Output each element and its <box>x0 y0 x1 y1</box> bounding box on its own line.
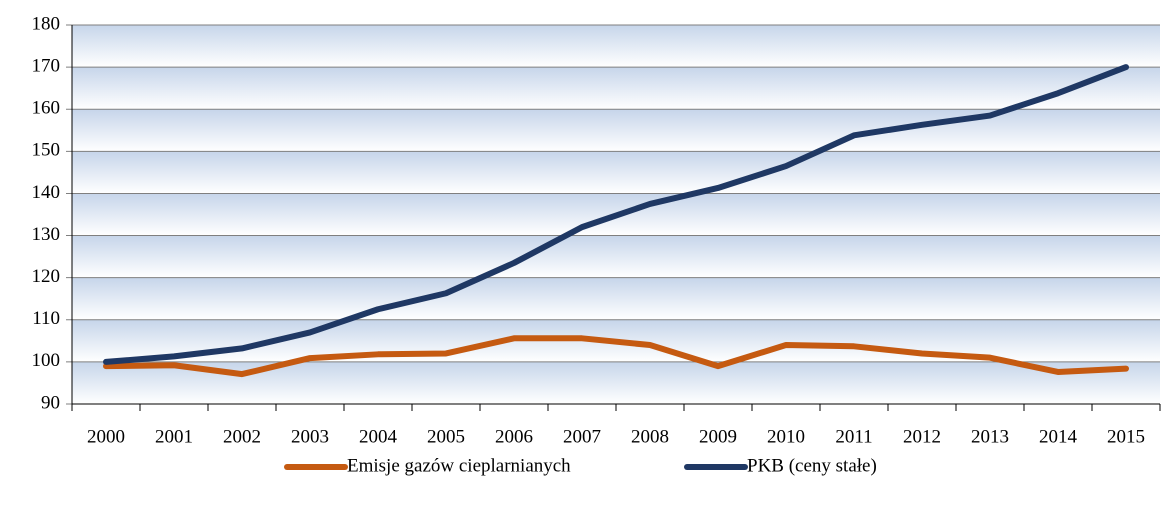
plot-band <box>72 235 1160 278</box>
x-tick-label: 2006 <box>495 426 533 447</box>
x-tick-label: 2015 <box>1107 426 1145 447</box>
plot-band <box>72 25 1160 68</box>
plot-band <box>72 277 1160 320</box>
plot-band <box>72 361 1160 404</box>
x-tick-label: 2000 <box>87 426 125 447</box>
x-tick-label: 2005 <box>427 426 465 447</box>
y-tick-label: 90 <box>41 392 60 413</box>
y-tick-label: 140 <box>32 182 61 203</box>
x-tick-label: 2004 <box>359 426 398 447</box>
x-tick-label: 2011 <box>835 426 872 447</box>
plot-band <box>72 67 1160 110</box>
plot-band <box>72 151 1160 194</box>
y-tick-label: 160 <box>32 98 61 119</box>
y-tick-label: 180 <box>32 13 61 34</box>
legend-label: PKB (ceny stałe) <box>747 455 877 476</box>
y-tick-label: 170 <box>32 55 61 76</box>
x-tick-label: 2002 <box>223 426 261 447</box>
x-tick-label: 2009 <box>699 426 737 447</box>
x-tick-label: 2014 <box>1039 426 1078 447</box>
y-tick-label: 130 <box>32 224 61 245</box>
y-tick-label: 150 <box>32 140 61 161</box>
y-tick-label: 100 <box>32 350 61 371</box>
x-tick-label: 2012 <box>903 426 941 447</box>
x-tick-label: 2008 <box>631 426 669 447</box>
x-tick-label: 2001 <box>155 426 193 447</box>
legend-label: Emisje gazów cieplarnianych <box>347 455 571 476</box>
line-series <box>103 335 1129 378</box>
x-tick-label: 2007 <box>563 426 601 447</box>
x-tick-label: 2010 <box>767 426 805 447</box>
y-tick-label: 120 <box>32 266 61 287</box>
x-tick-label: 2003 <box>291 426 329 447</box>
y-tick-label: 110 <box>32 308 60 329</box>
line-series <box>103 64 1129 365</box>
x-tick-label: 2013 <box>971 426 1009 447</box>
